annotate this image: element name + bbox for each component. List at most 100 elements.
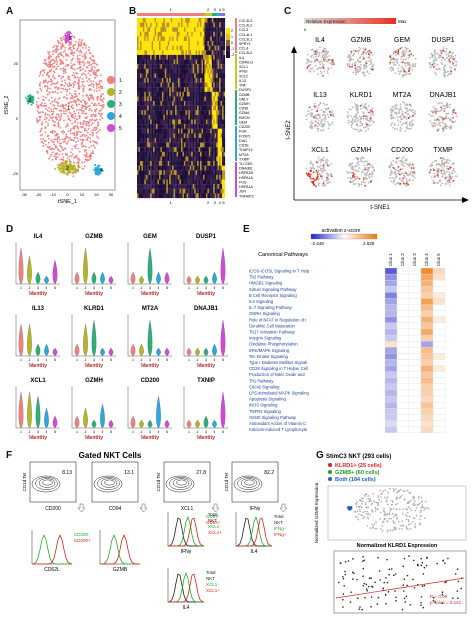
data-point <box>318 115 321 118</box>
data-point <box>390 124 393 126</box>
heatmap-cell <box>159 87 161 92</box>
data-point <box>93 62 96 65</box>
data-point <box>440 54 443 57</box>
heatmap-cell <box>176 68 179 74</box>
heatmap-cell <box>213 156 215 162</box>
heatmap-cell <box>142 82 145 88</box>
heatmap-cell <box>207 96 209 102</box>
heatmap-cell <box>214 78 217 83</box>
data-point <box>94 71 97 74</box>
heatmap-cell <box>144 156 146 162</box>
heatmap-cell <box>217 151 220 157</box>
data-point <box>322 58 325 61</box>
heatmap-cell <box>194 22 196 28</box>
data-point <box>359 120 362 123</box>
heatmap-cell <box>216 82 218 88</box>
heatmap-cell <box>145 142 148 148</box>
heatmap-cell <box>192 165 195 171</box>
heatmap-cell <box>150 170 152 176</box>
heatmap-cell <box>161 54 164 60</box>
data-point <box>327 67 330 70</box>
data-point <box>39 111 42 114</box>
y-tick-label: -20 <box>12 171 19 176</box>
heatmap-cell <box>194 138 196 143</box>
heatmap-cell <box>197 82 199 88</box>
heatmap-cell <box>210 50 212 56</box>
data-point <box>93 119 96 122</box>
heatmap-cell <box>170 54 173 60</box>
data-point <box>82 87 85 90</box>
data-point <box>306 113 309 116</box>
heatmap-cell <box>188 193 190 199</box>
heatmap-cell <box>154 193 157 199</box>
data-point <box>393 50 396 53</box>
data-point <box>61 42 64 45</box>
heatmap-cell <box>201 114 204 120</box>
heatmap-cell <box>175 138 177 143</box>
heatmap-cell <box>144 36 146 42</box>
data-point <box>78 85 81 88</box>
data-point <box>91 82 93 85</box>
heatmap-cell <box>188 59 190 65</box>
heatmap-cell <box>178 114 180 120</box>
heatmap-cell <box>170 138 173 143</box>
data-point <box>360 103 363 106</box>
heatmap-cell <box>154 18 157 23</box>
heatmap-cell <box>214 110 217 116</box>
heatmap-cell <box>185 50 187 56</box>
heatmap-cell <box>181 128 183 134</box>
data-point <box>72 82 75 85</box>
data-point <box>102 104 105 106</box>
heatmap-cell <box>181 156 183 162</box>
heatmap-cell <box>194 82 196 88</box>
scale-step <box>226 46 230 52</box>
heatmap-cell <box>198 114 201 120</box>
heatmap-cell <box>151 114 154 120</box>
heatmap-cell <box>197 110 199 116</box>
cluster-label: 3 <box>28 98 31 104</box>
heatmap-cell <box>211 91 214 97</box>
heatmap-cell <box>138 27 141 32</box>
heatmap-cell <box>198 138 201 143</box>
heatmap-cell <box>183 105 186 111</box>
data-point <box>88 46 90 49</box>
heatmap-cell <box>164 96 167 102</box>
data-point <box>404 74 407 76</box>
data-point <box>358 130 360 133</box>
heatmap-cell <box>169 64 171 69</box>
heatmap-cell <box>156 188 158 194</box>
data-point <box>315 117 318 120</box>
heatmap-cell <box>198 64 201 69</box>
data-point <box>46 152 49 154</box>
data-point <box>53 77 56 80</box>
data-point <box>100 85 102 88</box>
heatmap-cell <box>181 188 183 194</box>
data-point <box>398 116 401 119</box>
x-tick-label: -30 <box>21 192 28 197</box>
heatmap-cell <box>198 27 201 32</box>
heatmap-cell <box>219 184 221 189</box>
heatmap-cell <box>205 82 208 88</box>
heatmap-cell <box>210 128 212 134</box>
heatmap-cell <box>213 170 215 176</box>
heatmap-cell <box>195 151 198 157</box>
heatmap-cell <box>148 68 151 74</box>
heatmap-cell <box>205 105 208 111</box>
heatmap-cell <box>223 184 226 189</box>
heatmap-cell <box>192 91 195 97</box>
data-point <box>102 97 105 100</box>
heatmap-cell <box>137 78 139 83</box>
data-point <box>324 118 327 120</box>
data-point <box>317 169 320 172</box>
data-point <box>408 69 410 72</box>
data-point <box>49 63 52 66</box>
gene-label: MT2A <box>239 153 249 157</box>
data-point <box>435 119 438 121</box>
heatmap-cell <box>159 110 161 116</box>
data-point <box>430 110 433 113</box>
data-point <box>94 102 96 105</box>
data-point <box>355 115 358 117</box>
data-point <box>312 182 314 184</box>
data-point <box>88 64 91 67</box>
heatmap-cell <box>170 124 173 129</box>
